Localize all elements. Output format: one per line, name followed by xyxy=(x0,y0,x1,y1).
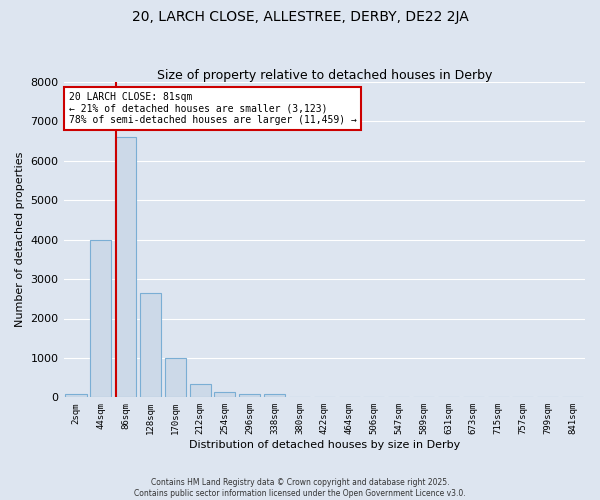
Text: 20, LARCH CLOSE, ALLESTREE, DERBY, DE22 2JA: 20, LARCH CLOSE, ALLESTREE, DERBY, DE22 … xyxy=(131,10,469,24)
Bar xyxy=(65,394,86,398)
Bar xyxy=(239,394,260,398)
Bar xyxy=(190,384,211,398)
Bar xyxy=(214,392,235,398)
Bar xyxy=(165,358,186,398)
Text: Contains HM Land Registry data © Crown copyright and database right 2025.
Contai: Contains HM Land Registry data © Crown c… xyxy=(134,478,466,498)
Bar xyxy=(264,394,285,398)
Bar xyxy=(90,240,112,398)
Title: Size of property relative to detached houses in Derby: Size of property relative to detached ho… xyxy=(157,69,492,82)
Text: 20 LARCH CLOSE: 81sqm
← 21% of detached houses are smaller (3,123)
78% of semi-d: 20 LARCH CLOSE: 81sqm ← 21% of detached … xyxy=(68,92,356,125)
Y-axis label: Number of detached properties: Number of detached properties xyxy=(15,152,25,328)
Bar xyxy=(115,137,136,398)
Bar xyxy=(140,293,161,398)
X-axis label: Distribution of detached houses by size in Derby: Distribution of detached houses by size … xyxy=(188,440,460,450)
